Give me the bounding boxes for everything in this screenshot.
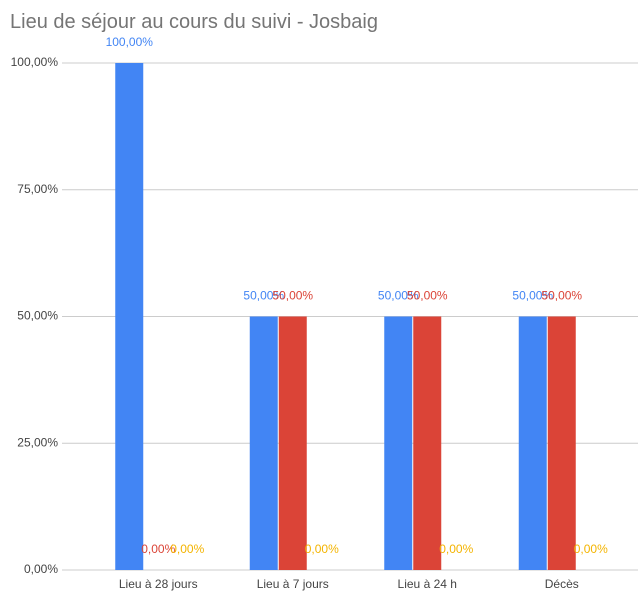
x-tick-label: Lieu à 28 jours bbox=[119, 577, 198, 591]
data-label: 50,00% bbox=[378, 289, 419, 303]
x-tick-label: Lieu à 24 h bbox=[398, 577, 457, 591]
y-tick-label: 0,00% bbox=[24, 562, 58, 576]
bar bbox=[278, 316, 307, 570]
data-label: 50,00% bbox=[272, 289, 313, 303]
data-label: 0,00% bbox=[439, 542, 473, 556]
data-label: 0,00% bbox=[170, 542, 204, 556]
data-label: 50,00% bbox=[512, 289, 553, 303]
y-tick-label: 75,00% bbox=[17, 182, 58, 196]
x-tick-label: Décès bbox=[545, 577, 579, 591]
y-tick-label: 25,00% bbox=[17, 435, 58, 449]
x-tick-label: Lieu à 7 jours bbox=[257, 577, 329, 591]
y-tick-label: 50,00% bbox=[17, 309, 58, 323]
bar bbox=[413, 316, 442, 570]
data-label: 50,00% bbox=[243, 289, 284, 303]
bar bbox=[547, 316, 576, 570]
data-label: 50,00% bbox=[407, 289, 448, 303]
data-label: 0,00% bbox=[305, 542, 339, 556]
chart-title: Lieu de séjour au cours du suivi - Josba… bbox=[10, 11, 378, 33]
data-label: 50,00% bbox=[541, 289, 582, 303]
bar bbox=[115, 63, 144, 570]
data-label: 0,00% bbox=[574, 542, 608, 556]
y-tick-label: 100,00% bbox=[11, 55, 59, 69]
data-label: 0,00% bbox=[141, 542, 175, 556]
data-label: 100,00% bbox=[106, 35, 154, 49]
bar bbox=[518, 316, 547, 570]
bar bbox=[384, 316, 413, 570]
bar bbox=[249, 316, 278, 570]
